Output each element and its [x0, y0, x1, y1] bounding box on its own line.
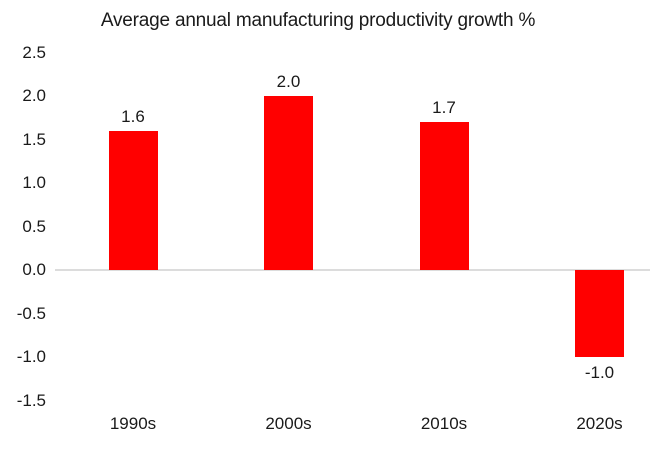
x-axis-category-label: 2020s: [576, 414, 623, 433]
data-label: 2.0: [276, 72, 301, 91]
bar-2000s: [264, 96, 313, 270]
bar-2010s: [419, 122, 469, 270]
y-axis-tick-label: 2.5: [22, 42, 46, 62]
y-axis-tick-label: -0.5: [16, 303, 46, 323]
y-axis-tick-label: 1.5: [22, 129, 46, 149]
data-label: -1.0: [584, 363, 615, 382]
y-axis-tick-label: -1.5: [16, 390, 46, 410]
data-label: 1.6: [121, 106, 145, 126]
chart-title: Average annual manufacturing productivit…: [100, 10, 536, 31]
bar-2020s: [575, 270, 624, 357]
y-axis-tick-label: 2.0: [22, 86, 46, 105]
x-axis-category-label: 2010s: [420, 414, 468, 433]
y-axis-tick-label: 1.0: [22, 173, 46, 192]
x-axis-category-label: 2000s: [265, 414, 312, 433]
bar-1990s: [108, 130, 158, 270]
y-axis-tick-label: -1.0: [16, 347, 46, 366]
zero-axis-line: [55, 269, 650, 271]
y-axis-tick-label: 0.0: [22, 260, 46, 279]
data-label: 1.7: [432, 98, 456, 118]
x-axis-category-label: 1990s: [109, 414, 157, 433]
y-axis-tick-label: 0.5: [22, 216, 46, 236]
